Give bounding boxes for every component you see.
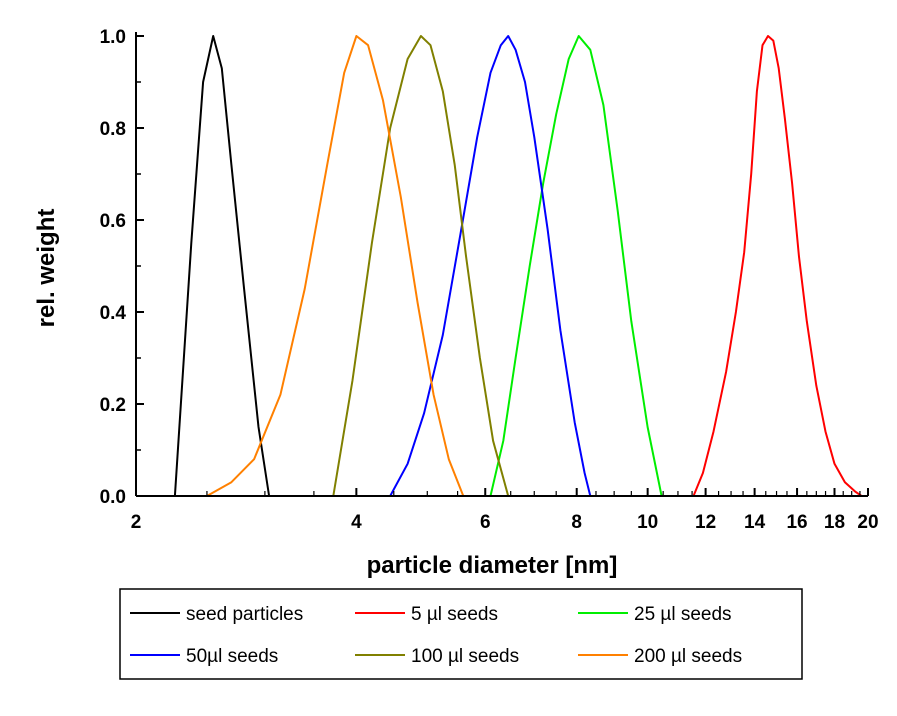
legend-label: seed particles <box>186 604 303 625</box>
y-tick-label: 0.0 <box>100 487 126 508</box>
legend-label: 25 µl seeds <box>634 604 732 625</box>
x-tick-label: 8 <box>571 512 582 533</box>
x-tick-label: 18 <box>824 512 845 533</box>
x-tick-label: 2 <box>131 512 142 533</box>
y-axis-title: rel. weight <box>33 209 60 328</box>
y-tick-label: 1.0 <box>100 27 126 48</box>
y-tick-label: 0.6 <box>100 211 126 232</box>
series-line-4 <box>389 35 592 497</box>
legend-label: 50µl seeds <box>186 646 278 667</box>
series-line-2 <box>692 35 863 497</box>
x-tick-label: 6 <box>480 512 491 533</box>
legend-label: 200 µl seeds <box>634 646 742 667</box>
legend-box <box>119 588 803 680</box>
series-line-3 <box>489 35 663 497</box>
legend-label: 100 µl seeds <box>411 646 519 667</box>
series-line-5 <box>332 35 510 497</box>
series-line-1 <box>173 35 271 497</box>
y-tick-label: 0.8 <box>100 119 126 140</box>
x-tick-label: 10 <box>637 512 658 533</box>
x-tick-label: 4 <box>351 512 362 533</box>
legend-label: 5 µl seeds <box>411 604 498 625</box>
series-line-6 <box>205 35 465 497</box>
y-tick-label: 0.2 <box>100 395 126 416</box>
y-tick-label: 0.4 <box>100 303 127 324</box>
legend: seed particles 5 µl seeds 25 µl seeds 50µl … <box>119 588 803 680</box>
axes: 0.0 0.2 0.4 0.6 0.8 1.0 2 4 6 8 10 12 14 16 18 20 <box>100 27 879 533</box>
plot-area <box>173 35 863 497</box>
x-tick-label: 20 <box>857 512 878 533</box>
x-tick-label: 12 <box>695 512 716 533</box>
x-tick-label: 16 <box>786 512 807 533</box>
x-axis-title: particle diameter [nm] <box>367 552 618 579</box>
x-tick-label: 14 <box>744 512 766 533</box>
